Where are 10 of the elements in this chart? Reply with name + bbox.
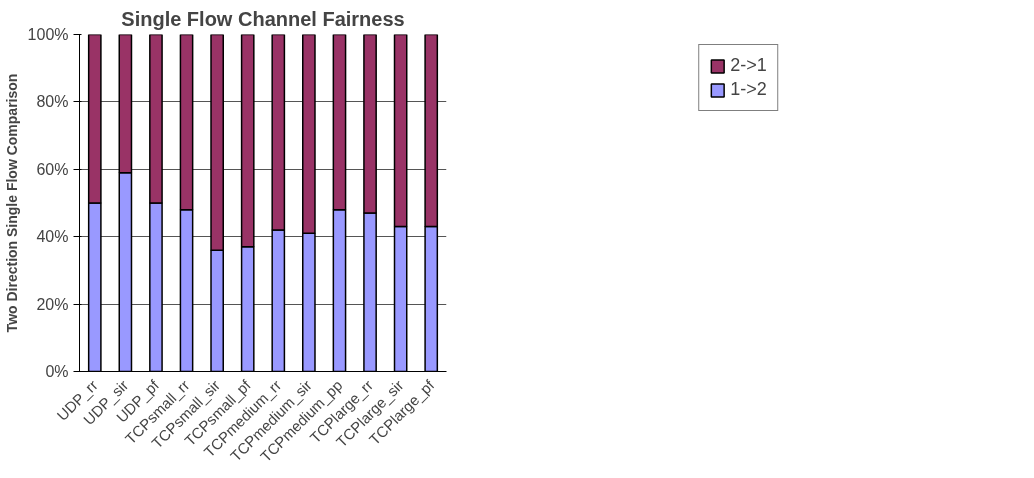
y-tick-label: 40% bbox=[36, 228, 69, 246]
chart-title: Single Flow Channel Fairness bbox=[121, 7, 405, 30]
y-tick-label: 20% bbox=[36, 295, 69, 313]
y-axis-title: Two Direction Single Flow Comparison bbox=[3, 73, 20, 333]
y-tick-label: 100% bbox=[27, 26, 69, 43]
legend-label: 2->1 bbox=[730, 55, 767, 76]
y-tick-label: 0% bbox=[45, 363, 69, 380]
y-tick-label: 80% bbox=[36, 93, 69, 111]
y-tick-label: 60% bbox=[36, 160, 69, 178]
legend-label: 1->2 bbox=[730, 79, 767, 100]
